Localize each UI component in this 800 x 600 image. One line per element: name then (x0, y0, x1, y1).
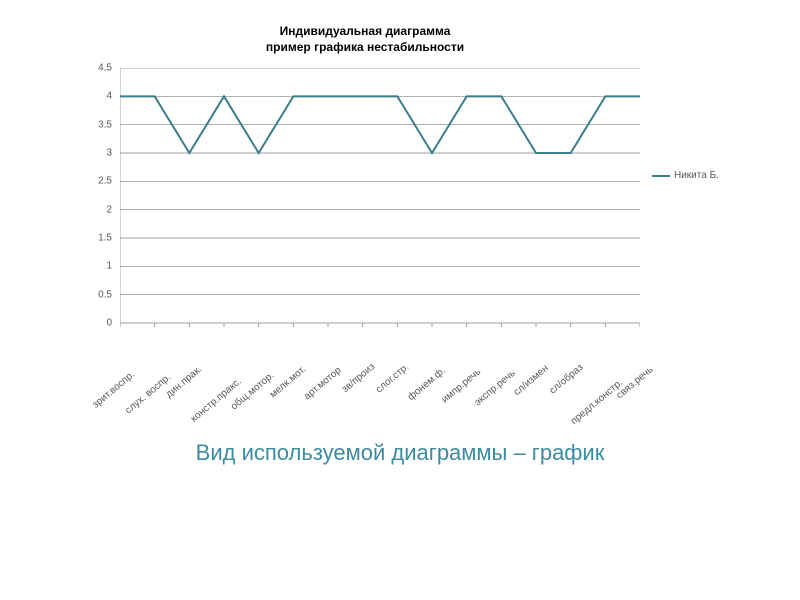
chart-title-line1: Индивидуальная диаграмма (280, 24, 451, 38)
x-tick-label: сл/измен (512, 363, 551, 398)
x-tick-label: предл.констр. (569, 377, 625, 427)
y-tick-label: 4.5 (82, 63, 112, 74)
chart-container: Индивидуальная диаграмма пример графика … (0, 0, 800, 600)
x-tick-label: сл/образ (547, 362, 585, 396)
chart-plot-area (120, 68, 640, 323)
y-tick-label: 1 (82, 261, 112, 272)
chart-title: Индивидуальная диаграмма пример графика … (0, 0, 800, 55)
legend-line-icon (652, 175, 670, 177)
chart-caption: Вид используемой диаграммы – график (0, 440, 800, 466)
x-tick-label: арт.мотор (302, 365, 344, 402)
y-tick-label: 3.5 (82, 119, 112, 130)
y-tick-label: 3 (82, 148, 112, 159)
y-tick-label: 2 (82, 204, 112, 215)
x-tick-label: слог.стр. (374, 361, 411, 395)
chart-title-line2: пример графика нестабильности (266, 40, 464, 54)
y-tick-label: 2.5 (82, 176, 112, 187)
chart-legend: Никита Б. (652, 170, 719, 181)
x-axis-labels: зрит.воспр.слух. воспр.дин.прак.констр.п… (120, 328, 640, 408)
y-tick-label: 0.5 (82, 289, 112, 300)
chart-svg (120, 68, 640, 328)
y-tick-label: 1.5 (82, 233, 112, 244)
x-tick-label: зв/произ (340, 361, 377, 395)
legend-label: Никита Б. (674, 170, 719, 181)
y-tick-label: 0 (82, 318, 112, 329)
y-tick-label: 4 (82, 91, 112, 102)
